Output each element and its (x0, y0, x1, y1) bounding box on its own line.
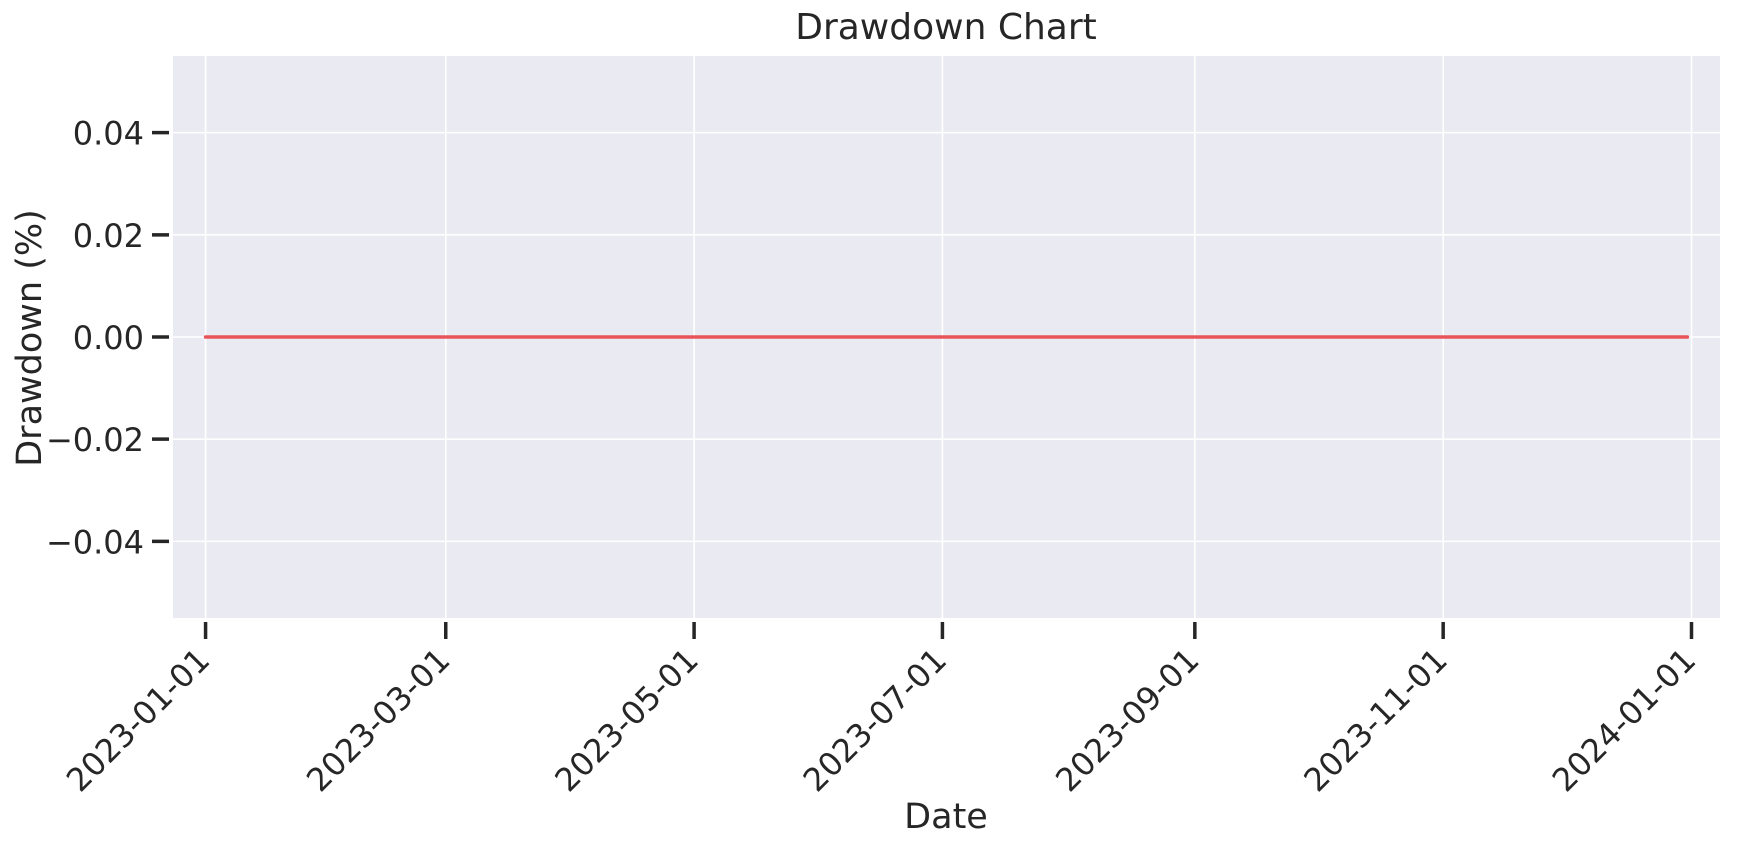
y-tick-label: −0.02 (46, 421, 144, 459)
y-tick-label: 0.00 (73, 319, 144, 357)
y-tick-label: −0.04 (46, 523, 144, 561)
x-tick-label: 2023-07-01 (796, 641, 954, 799)
x-tick-label: 2023-01-01 (59, 641, 217, 799)
y-axis-label: Drawdown (%) (10, 209, 50, 467)
x-axis: 2023-01-01 2023-03-01 2023-05-01 2023-07-01… (59, 622, 1703, 799)
chart-title: Drawdown Chart (795, 7, 1097, 48)
y-axis: 0.04 0.02 0.00 −0.02 −0.04 (46, 115, 169, 561)
y-tick-label: 0.04 (73, 115, 144, 153)
x-tick-label: 2023-03-01 (299, 641, 457, 799)
x-tick-label: 2023-11-01 (1296, 641, 1454, 799)
x-tick-label: 2023-09-01 (1048, 641, 1206, 799)
y-tick-label: 0.02 (73, 217, 144, 255)
x-tick-label: 2024-01-01 (1545, 641, 1703, 799)
x-tick-label: 2023-05-01 (547, 641, 705, 799)
x-axis-label: Date (904, 797, 988, 837)
